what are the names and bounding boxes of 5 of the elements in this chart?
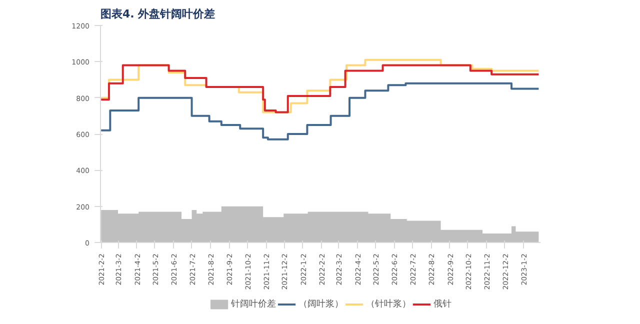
legend-label: 俄针 <box>433 298 452 310</box>
legend-label: 针阔叶价差 <box>230 298 276 310</box>
chart-title: 图表4. 外盘针阔叶价差 <box>100 8 216 20</box>
legend-label: （针叶浆） <box>366 298 411 310</box>
legend-label: （阔叶浆） <box>298 298 344 310</box>
